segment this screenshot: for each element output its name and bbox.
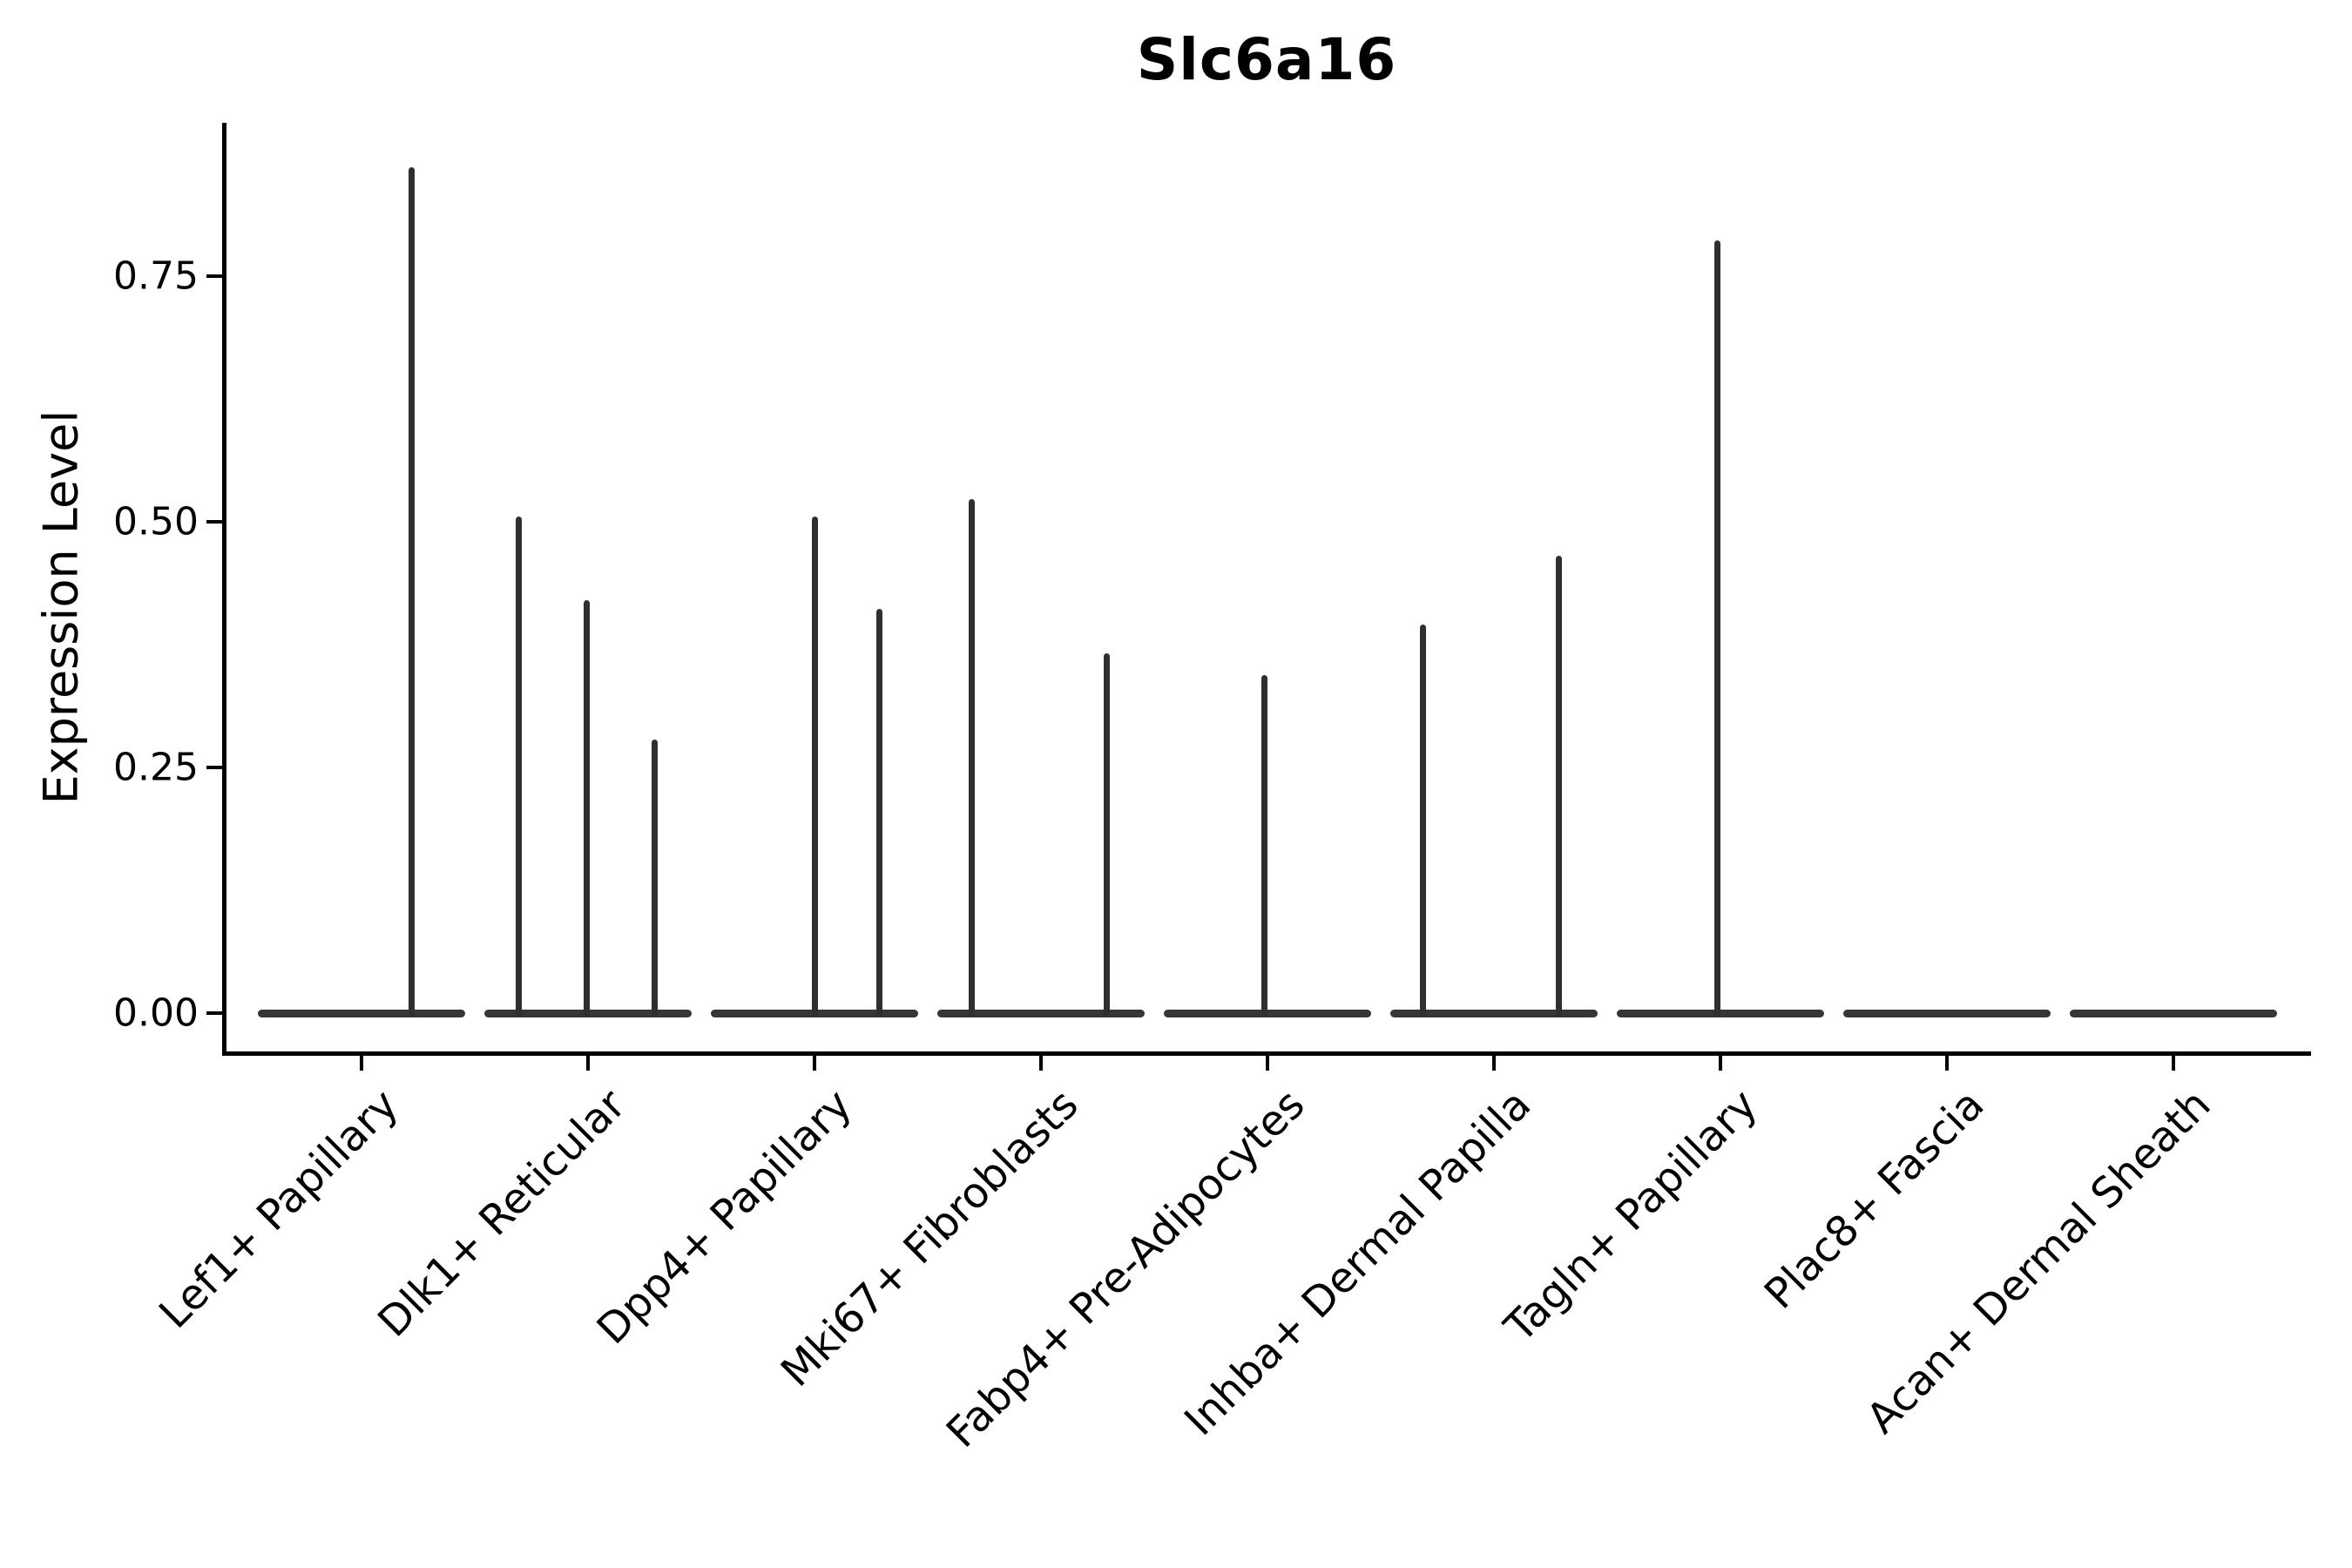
x-tick-label: Dlk1+ Reticular <box>368 1080 635 1347</box>
violin-baseline <box>2070 1009 2277 1017</box>
y-tick <box>206 766 224 769</box>
x-tick <box>1719 1053 1722 1071</box>
violin-spike <box>652 740 659 1017</box>
y-tick-label: 0.00 <box>113 990 199 1036</box>
y-axis-spine <box>222 123 226 1056</box>
violin-spike <box>409 166 416 1017</box>
violin-spike <box>584 600 591 1017</box>
chart-title: Slc6a16 <box>1136 26 1397 93</box>
x-tick <box>1945 1053 1949 1071</box>
x-tick <box>586 1053 590 1071</box>
y-tick-label: 0.25 <box>113 745 199 790</box>
violin-spike <box>1420 625 1427 1017</box>
violin-spike <box>1714 240 1721 1017</box>
y-tick <box>206 1011 224 1015</box>
violin-baseline <box>937 1009 1145 1017</box>
violin-spike <box>1555 556 1562 1017</box>
x-tick-label: Tagln+ Papillary <box>1495 1080 1767 1352</box>
violin-spike <box>516 517 523 1017</box>
x-tick <box>1266 1053 1269 1071</box>
violin-spike <box>1104 653 1111 1017</box>
y-tick-label: 0.50 <box>113 499 199 544</box>
violin-spike <box>969 499 976 1017</box>
x-tick <box>1492 1053 1496 1071</box>
violin-spike <box>876 609 883 1017</box>
x-tick <box>1039 1053 1043 1071</box>
violin-spike <box>811 517 818 1017</box>
y-tick <box>206 520 224 524</box>
y-tick-label: 0.75 <box>113 253 199 299</box>
violin-spike <box>1261 674 1268 1017</box>
x-tick <box>2172 1053 2175 1071</box>
violin-baseline <box>1843 1009 2051 1017</box>
x-tick-label: Lef1+ Papillary <box>150 1080 409 1338</box>
x-tick <box>813 1053 816 1071</box>
x-tick-label: Plac8+ Fascia <box>1755 1080 1994 1319</box>
violin-baseline <box>1390 1009 1598 1017</box>
x-tick-label: Fabp4+ Pre-Adipocytes <box>936 1080 1315 1457</box>
x-tick <box>360 1053 363 1071</box>
y-tick <box>206 274 224 278</box>
violin-baseline <box>258 1009 465 1017</box>
